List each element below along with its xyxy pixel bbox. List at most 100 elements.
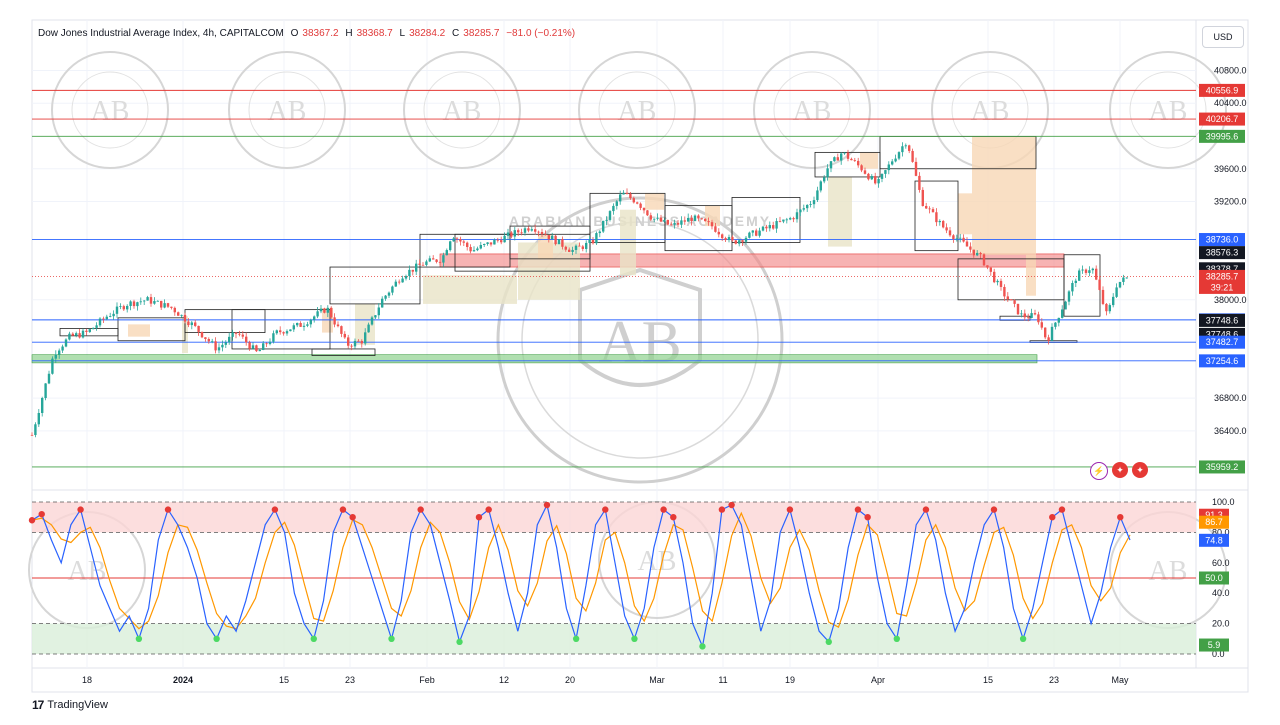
fvg-box — [972, 136, 1036, 255]
stoch-buy-dot — [825, 638, 832, 646]
candle-body — [381, 298, 384, 308]
candle-body — [1098, 279, 1101, 290]
candle-body — [857, 160, 860, 166]
candle-body — [387, 292, 391, 296]
candle-body — [51, 358, 54, 374]
candle-body — [496, 239, 499, 241]
watermark-initials: AB — [1149, 556, 1188, 587]
x-tick-label: Apr — [871, 675, 885, 685]
candle-body — [364, 332, 367, 344]
candle-body — [1081, 269, 1084, 271]
candle-body — [608, 211, 612, 220]
candle-body — [370, 317, 374, 325]
candle-body — [816, 190, 819, 201]
candle-body — [173, 307, 176, 313]
candle-body — [812, 200, 816, 205]
open-value: 38367.2 — [302, 28, 339, 39]
level-badge-label: 37748.6 — [1206, 315, 1239, 325]
stoch-badge-label: 74.8 — [1205, 535, 1223, 545]
candle-body — [506, 232, 510, 236]
level-badge — [1199, 269, 1245, 294]
stoch-sell-dot — [922, 506, 930, 513]
candle-body — [948, 230, 952, 236]
candle-body — [238, 333, 241, 335]
watermark-initials: AB — [793, 96, 832, 127]
candle-body — [789, 218, 792, 220]
candle-body — [61, 346, 64, 351]
currency-button[interactable]: USD — [1202, 26, 1244, 48]
stoch-badge — [1199, 515, 1229, 529]
candle-body — [564, 246, 567, 250]
candle-body — [952, 235, 955, 239]
candle-body — [1013, 300, 1016, 304]
y-tick-label: 40400.0 — [1214, 98, 1247, 108]
candle-body — [578, 245, 581, 247]
candle-body — [268, 341, 272, 345]
candle-body — [479, 244, 482, 249]
candle-body — [374, 315, 377, 318]
candle-body — [309, 319, 312, 325]
candle-body — [109, 316, 112, 317]
symbol-title[interactable]: Dow Jones Industrial Average Index, 4h, … — [38, 28, 284, 39]
x-tick-label: 23 — [345, 675, 355, 685]
candle-body — [537, 231, 540, 233]
level-badge-label: 38576.3 — [1206, 248, 1239, 258]
stoch-buy-dot — [893, 635, 900, 642]
level-badge-label: 37254.6 — [1206, 356, 1239, 366]
candle-body — [214, 341, 217, 351]
candle-body — [394, 281, 397, 287]
watermark-ring — [248, 71, 326, 149]
candle-body — [853, 160, 856, 161]
candle-body — [1010, 299, 1013, 301]
candle-body — [183, 314, 187, 322]
candle-body — [867, 173, 870, 180]
candle-body — [418, 263, 421, 265]
candle-body — [629, 193, 632, 199]
us-flag-icon[interactable]: ✦ — [1112, 462, 1128, 478]
candle-body — [78, 333, 81, 338]
candle-body — [670, 224, 673, 226]
x-tick-label: 18 — [82, 675, 92, 685]
watermark-ring — [598, 71, 676, 149]
tradingview-logo[interactable]: 17 TradingView — [32, 698, 108, 712]
candle-body — [530, 229, 533, 231]
candle-body — [979, 252, 982, 255]
tradingview-brand: TradingView — [47, 699, 108, 711]
candle-body — [442, 255, 445, 263]
candle-body — [486, 242, 489, 244]
us-flag-icon[interactable]: ✦ — [1132, 462, 1148, 478]
lightning-icon[interactable]: ⚡ — [1090, 462, 1108, 480]
candle-body — [455, 238, 459, 240]
candle-body — [962, 237, 965, 242]
candle-body — [411, 269, 414, 272]
stoch-sell-dot — [1049, 514, 1056, 521]
fvg-box — [538, 234, 553, 259]
candle-body — [285, 331, 289, 334]
candle-body — [993, 271, 996, 283]
structure-box — [184, 309, 266, 333]
watermark-ring — [423, 71, 501, 149]
candle-body — [1003, 286, 1006, 297]
candle-body — [931, 209, 935, 213]
candle-body — [914, 161, 918, 176]
candle-body — [1088, 270, 1091, 273]
candle-body — [925, 205, 928, 209]
candle-body — [102, 318, 105, 320]
candle-body — [989, 267, 992, 272]
candle-body — [115, 306, 119, 314]
stoch-badge — [1199, 638, 1229, 652]
candle-body — [241, 334, 244, 337]
candle-body — [160, 300, 163, 308]
candle-body — [523, 228, 527, 233]
watermark-ring — [578, 51, 696, 169]
structure-box — [1063, 254, 1101, 317]
candle-body — [646, 210, 649, 216]
level-badge — [1199, 83, 1245, 97]
candle-body — [302, 325, 306, 327]
candle-body — [622, 192, 625, 195]
watermark-ring — [51, 51, 169, 169]
candle-body — [741, 240, 744, 242]
candle-body — [75, 333, 78, 336]
candle-body — [972, 249, 975, 256]
stoch-sell-dot — [38, 510, 45, 518]
